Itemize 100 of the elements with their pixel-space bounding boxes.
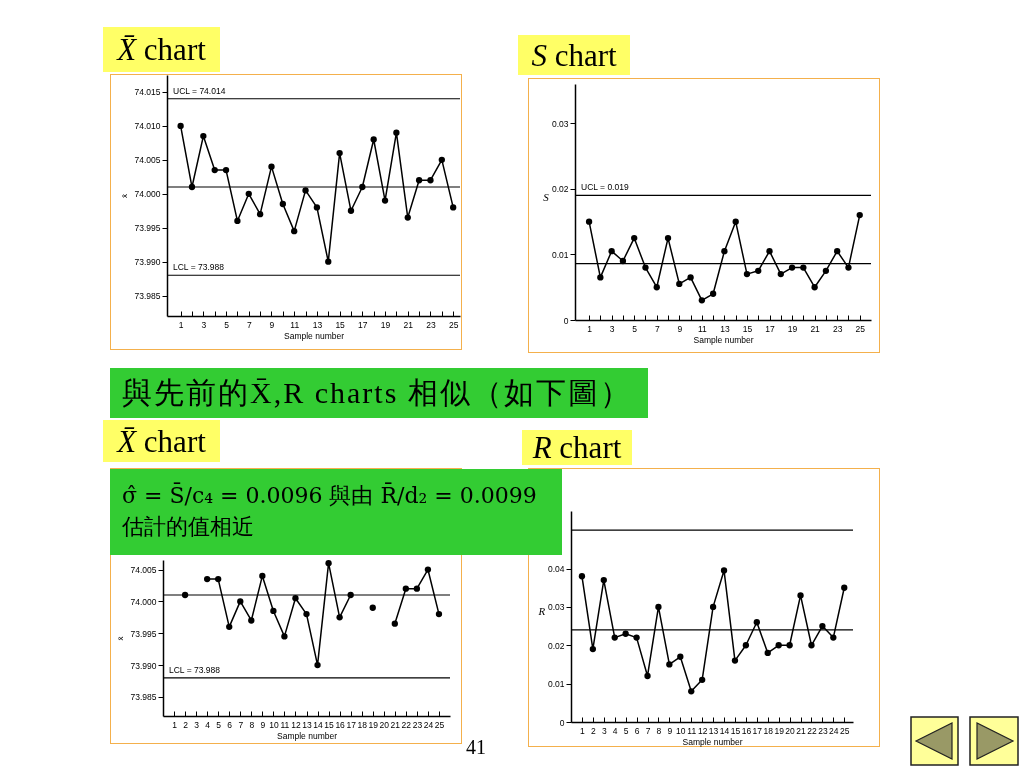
point — [381, 197, 389, 204]
point — [764, 649, 771, 657]
x-tick-label: 11 — [280, 719, 290, 730]
point — [699, 676, 706, 683]
x-tick-label: 21 — [796, 725, 807, 736]
x-tick-label: 23 — [832, 323, 843, 334]
x-tick-label: 15 — [730, 725, 741, 736]
point — [302, 187, 309, 194]
point — [845, 264, 852, 271]
x-tick-label: 7 — [246, 319, 252, 330]
point — [676, 280, 683, 288]
y-tick-label: 73.990 — [134, 257, 161, 268]
point — [256, 211, 264, 218]
y-tick-label: 73.990 — [130, 660, 157, 671]
point — [291, 227, 298, 235]
point — [415, 177, 423, 184]
x-tick-label: 3 — [609, 323, 615, 334]
point — [666, 661, 673, 668]
y-axis-title: R — [537, 605, 546, 617]
point — [753, 619, 760, 626]
x-tick-label: 19 — [787, 323, 798, 334]
y-tick-label: 0.04 — [547, 564, 565, 575]
x-tick-label: 19 — [774, 725, 785, 736]
point — [359, 183, 366, 191]
point — [611, 634, 618, 641]
y-axis-title: x̄ — [119, 194, 129, 199]
point — [226, 623, 233, 631]
point — [369, 604, 376, 611]
x-tick-label: 9 — [260, 719, 266, 730]
x-tick-label: 25 — [855, 323, 866, 334]
point — [653, 284, 660, 291]
point — [279, 200, 286, 208]
point — [677, 653, 684, 660]
point — [237, 598, 244, 605]
ref-line-label: UCL = 74.014 — [173, 85, 226, 96]
y-tick-label: 74.010 — [134, 121, 161, 132]
y-tick-label: 0.02 — [547, 640, 565, 651]
point — [619, 257, 627, 265]
x-tick-label: 9 — [667, 725, 673, 736]
ref-line-label: LCL = 73.988 — [173, 262, 225, 273]
x-tick-label: 8 — [656, 725, 662, 736]
point — [424, 566, 432, 573]
x-tick-label: 9 — [677, 323, 683, 334]
point — [709, 603, 717, 611]
point — [438, 156, 445, 164]
y-tick-label: 0.01 — [551, 249, 569, 260]
point — [642, 264, 649, 271]
point — [234, 217, 241, 225]
point — [314, 661, 321, 669]
chart-title: X̄ chart — [103, 420, 220, 462]
x-tick-label: 10 — [676, 725, 686, 736]
x-tick-label: 19 — [380, 319, 391, 330]
x-tick-label: 21 — [403, 319, 414, 330]
point — [755, 267, 762, 274]
point — [292, 595, 299, 602]
x-tick-label: 12 — [697, 725, 708, 736]
x-tick-label: 12 — [291, 719, 301, 730]
x-tick-label: 3 — [601, 725, 607, 736]
point — [731, 657, 739, 664]
point — [709, 290, 717, 297]
x-tick-label: 19 — [368, 719, 379, 730]
point — [347, 207, 355, 214]
x-tick-label: 17 — [358, 319, 368, 330]
x-tick-label: 1 — [172, 719, 178, 730]
x-tick-label: 21 — [810, 323, 821, 334]
point — [742, 642, 750, 649]
x-tick-label: 14 — [313, 719, 324, 730]
x-tick-label: 25 — [840, 725, 850, 736]
x-tick-label: 13 — [312, 319, 323, 330]
point — [800, 264, 807, 271]
x-tick-label: 1 — [178, 319, 184, 330]
point — [743, 270, 751, 278]
x-tick-label: 24 — [423, 719, 434, 730]
point — [788, 264, 796, 271]
point — [834, 248, 841, 255]
y-tick-label: 74.005 — [130, 565, 157, 576]
x-tick-label: 22 — [401, 719, 412, 730]
point — [347, 591, 354, 599]
x-tick-label: 3 — [194, 719, 200, 730]
x-tick-label: 5 — [632, 323, 638, 334]
x-tick-label: 11 — [687, 725, 697, 736]
x-tick-label: 21 — [390, 719, 401, 730]
point — [281, 633, 288, 640]
point — [608, 248, 615, 255]
x-tick-label: 1 — [580, 725, 586, 736]
x-tick-label: 17 — [346, 719, 357, 730]
point — [777, 270, 784, 278]
point — [200, 132, 207, 140]
x-tick-label: 5 — [216, 719, 222, 730]
point — [450, 204, 457, 211]
point — [797, 592, 804, 599]
point — [585, 218, 593, 225]
y-tick-label: 0.02 — [551, 184, 569, 195]
point — [589, 645, 597, 653]
point — [600, 576, 607, 584]
point — [222, 166, 230, 174]
point — [830, 634, 837, 641]
point — [720, 567, 728, 574]
point — [435, 610, 443, 618]
point — [427, 177, 434, 184]
